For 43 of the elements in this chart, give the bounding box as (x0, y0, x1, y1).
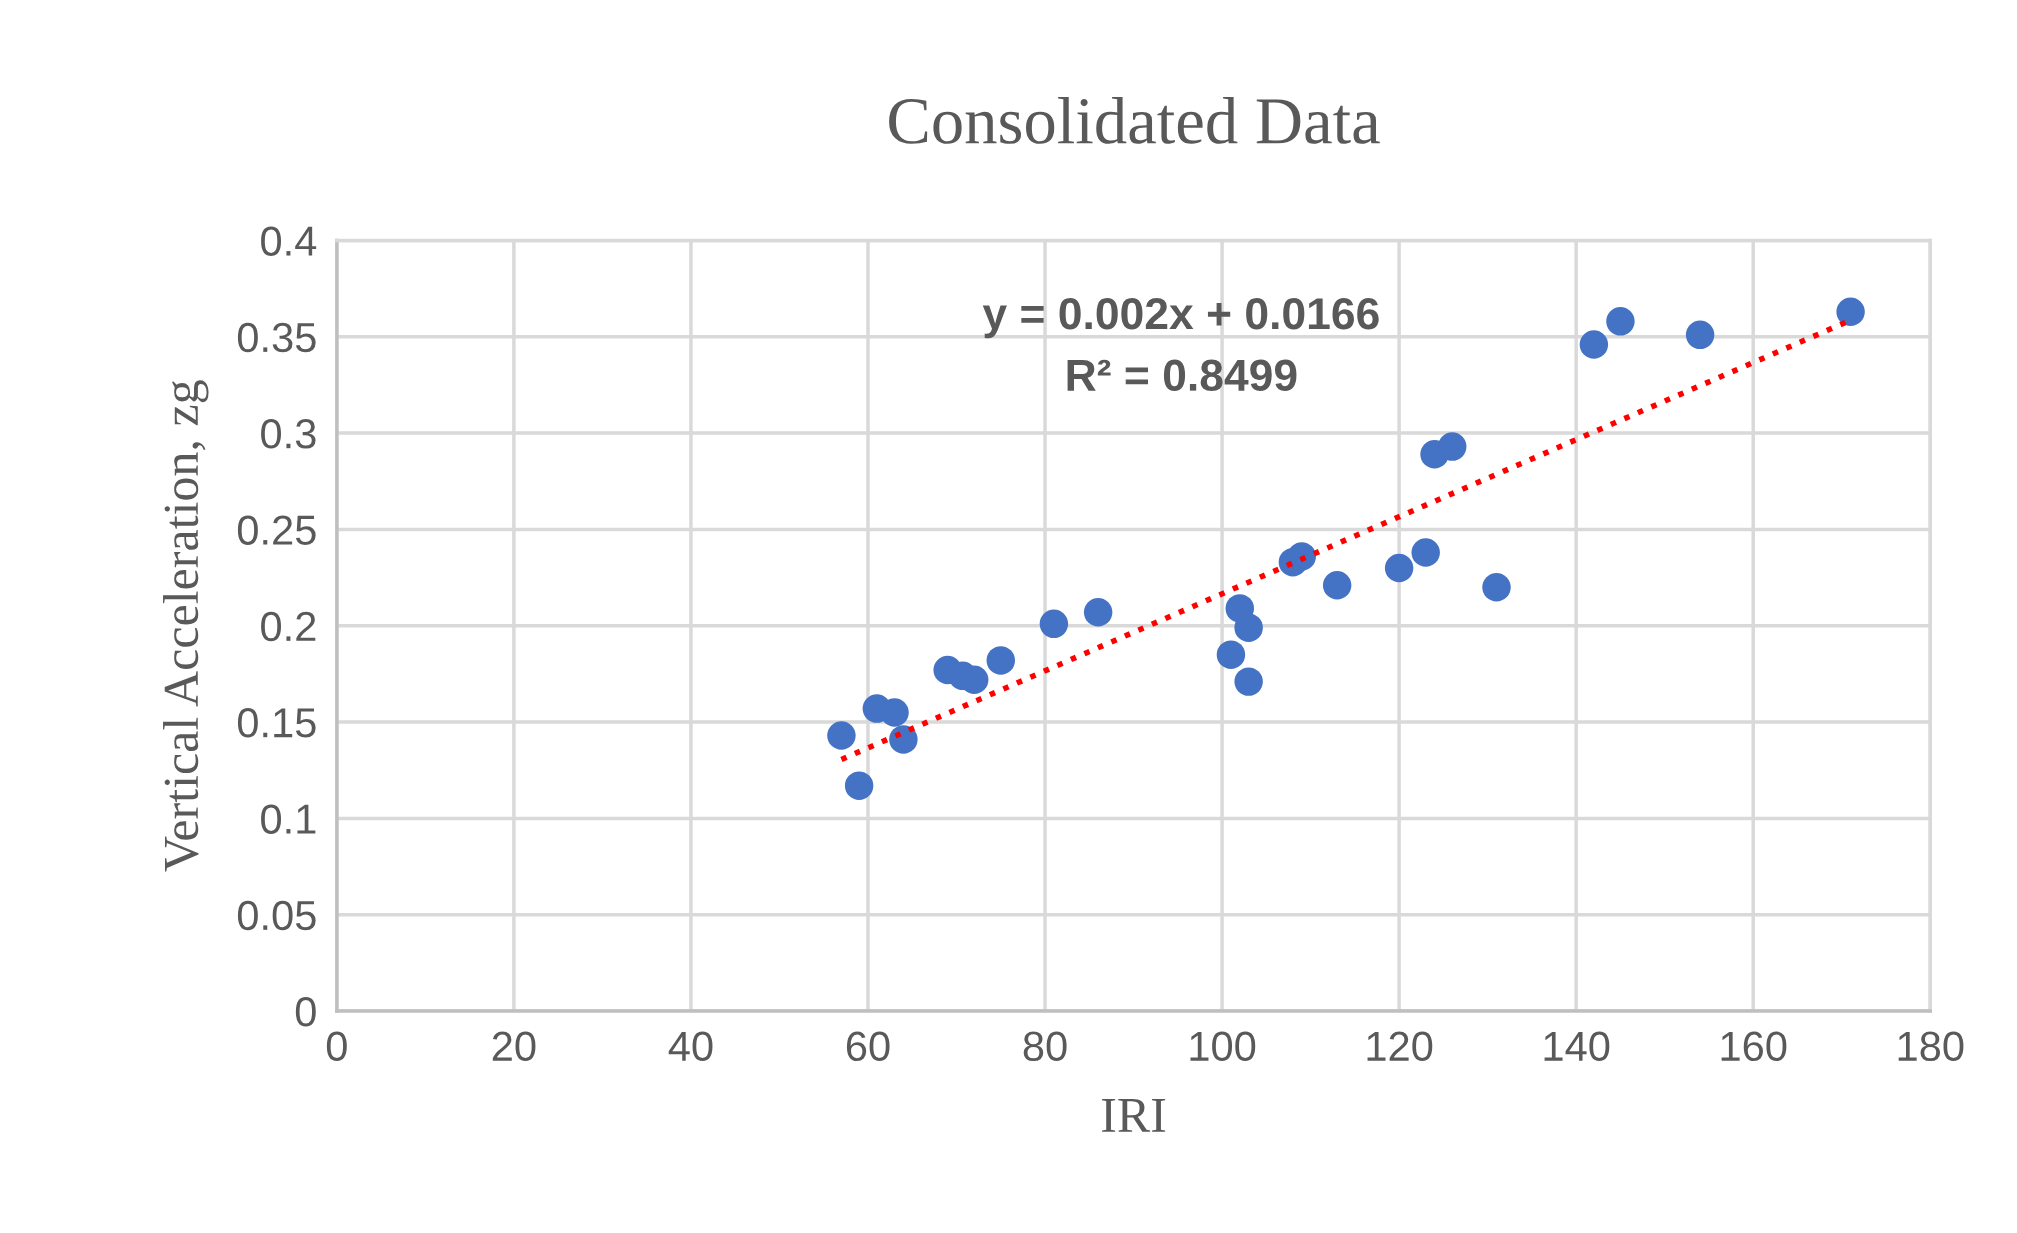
point (1234, 667, 1263, 696)
x-tick-label: 100 (1190, 1031, 1256, 1062)
point (1083, 598, 1113, 627)
y-tick-label: 0.3 (261, 419, 316, 449)
y-tick-label: 0.1 (261, 804, 316, 834)
y-tick-label: 0.05 (237, 900, 316, 931)
chart-title: Consolidated Data (889, 96, 1380, 144)
point (844, 771, 874, 800)
annotation: y = 0.002x + 0.0166 (982, 297, 1379, 339)
point (1216, 640, 1246, 669)
point (1482, 572, 1511, 602)
point (1836, 297, 1865, 326)
point (1039, 609, 1069, 639)
point (1287, 542, 1316, 571)
point (827, 721, 856, 750)
y-tick-label: 0.2 (261, 611, 316, 642)
point (1322, 571, 1352, 600)
x-tick-label: 80 (1023, 1031, 1067, 1062)
y-tick-label: 0.25 (237, 515, 316, 545)
x-tick-label: 0 (326, 1031, 347, 1062)
x-tick-label: 120 (1367, 1031, 1433, 1062)
point (986, 646, 1015, 675)
annotation: R² = 0.8499 (1067, 359, 1297, 392)
point (880, 698, 909, 727)
x-tick-label: 40 (668, 1031, 713, 1062)
point (1606, 307, 1635, 336)
point (1384, 553, 1414, 583)
point (1438, 432, 1467, 461)
x-tick-label: 160 (1721, 1031, 1787, 1062)
point (1579, 330, 1609, 359)
x-tick-label: 180 (1898, 1031, 1964, 1062)
point (1411, 538, 1440, 567)
y-tick-label: 0.35 (237, 322, 316, 353)
x-tick-label: 20 (492, 1031, 536, 1062)
y-axis-title: Vertical Acceleration, zg (163, 380, 209, 872)
x-tick-label: 60 (846, 1031, 890, 1062)
x-tick-label: 140 (1544, 1031, 1610, 1062)
y-tick-label: 0 (295, 997, 316, 1027)
y-tick-label: 0.15 (237, 708, 316, 738)
point (1685, 320, 1715, 350)
y-tick-label: 0.4 (261, 226, 317, 256)
point (1234, 613, 1263, 642)
x-axis-title: IRI (1102, 1099, 1166, 1132)
